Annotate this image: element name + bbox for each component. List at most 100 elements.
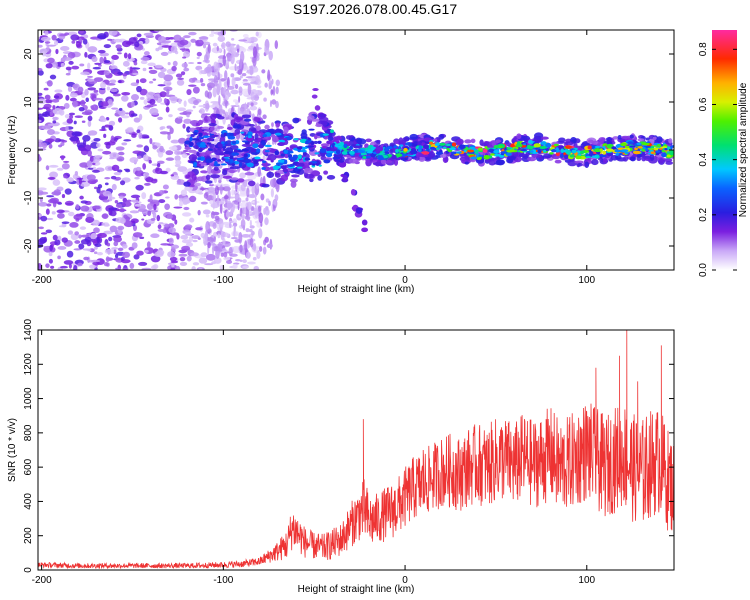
spectrogram-noise-blob — [107, 98, 113, 105]
spectrogram-noise-blob — [225, 41, 231, 48]
spectrogram-noise-blob — [57, 212, 65, 219]
spectrogram-noise-blob — [92, 66, 102, 70]
spectrogram-noise-blob — [93, 186, 98, 190]
spectrogram-noise-blob — [64, 200, 74, 206]
spectrogram-noise-blob — [206, 186, 216, 193]
spectrogram-noise-blob — [184, 232, 193, 236]
spectrogram-noise-blob — [61, 237, 68, 243]
spectrogram-ridge-halo — [191, 121, 197, 127]
spectrogram-ridge-core — [523, 143, 527, 146]
spectrogram-noise-blob — [143, 154, 149, 161]
spectrogram-ridge-core — [308, 128, 315, 131]
spectrogram-ridge-halo — [645, 137, 650, 141]
spectrogram-ridge-halo — [200, 170, 208, 174]
spectrogram-streak — [245, 228, 250, 233]
spectrogram-noise-blob — [253, 265, 259, 270]
spectrogram-noise-blob — [71, 65, 80, 70]
spectrogram-ridge-halo — [197, 176, 204, 182]
spectrogram-noise-blob — [248, 229, 253, 233]
spectrogram-ridge-core — [310, 140, 315, 146]
spectrogram-noise-blob — [113, 236, 122, 243]
spectrogram-noise-blob — [182, 149, 190, 153]
spectrogram-ridge-halo — [236, 178, 245, 183]
spectrogram-ridge-core — [585, 156, 592, 159]
spectrogram-noise-blob — [117, 151, 125, 156]
spectrogram-noise-blob — [45, 63, 53, 69]
spectrogram-noise-blob — [189, 195, 197, 203]
spectrogram-streak — [256, 251, 261, 259]
spectrogram-noise-blob — [131, 242, 138, 249]
spectrogram-noise-blob — [109, 152, 120, 159]
spectrogram-noise-blob — [83, 256, 90, 261]
spectrogram-noise-blob — [169, 127, 174, 134]
spectrogram-noise-blob — [168, 114, 173, 118]
page-title: S197.2026.078.00.45.G17 — [292, 1, 458, 17]
spectrogram-noise-blob — [167, 133, 171, 141]
spectrogram-noise-blob — [94, 243, 102, 248]
spectrogram-ridge-core — [264, 149, 270, 153]
spectrogram-ridge-core — [493, 144, 500, 149]
spectrogram-noise-blob — [231, 37, 235, 41]
spectrogram-streak — [246, 201, 252, 211]
spectrogram-ridge-core — [220, 163, 227, 166]
spectrogram-noise-blob — [182, 201, 188, 205]
snr-y-label: SNR (10 * v/v) — [7, 418, 18, 482]
spectrogram-noise-blob — [98, 117, 107, 123]
spectrogram-streak — [220, 197, 225, 205]
spectrogram-noise-blob — [152, 78, 157, 81]
spectrogram-ridge-core — [421, 151, 430, 155]
spectrogram-ridge-halo — [564, 141, 574, 146]
spectrogram-noise-blob — [121, 92, 131, 96]
spectrogram-noise-blob — [147, 210, 152, 217]
spectrogram-ridge-core — [261, 141, 267, 146]
spectrogram-noise-blob — [44, 99, 53, 104]
spectrogram-noise-blob — [183, 35, 191, 39]
spectrogram-ridge-core — [266, 157, 272, 161]
spectrogram-noise-blob — [105, 142, 111, 149]
spectrogram-noise-blob — [113, 38, 122, 43]
spectrogram-noise-blob — [242, 33, 249, 38]
spectrogram-noise-blob — [146, 241, 151, 249]
spectrogram-noise-blob — [73, 214, 83, 221]
spectrogram-noise-blob — [239, 172, 246, 179]
colorbar-tick-label: 0.2 — [698, 207, 709, 221]
spectrogram-noise-blob — [126, 199, 132, 202]
spectrogram-noise-blob — [133, 254, 140, 260]
spectrogram-ridge-halo — [264, 124, 270, 130]
spectrogram-noise-blob — [147, 92, 156, 96]
spectrogram-noise-blob — [182, 170, 188, 175]
spectrogram-noise-blob — [202, 44, 207, 49]
spectrogram-noise-blob — [120, 217, 126, 224]
spectrogram-streak — [238, 86, 243, 94]
spectrogram-streak — [265, 47, 270, 55]
spectrogram-streak — [262, 246, 267, 255]
spectrogram-noise-blob — [97, 184, 103, 189]
spectrogram-noise-blob — [57, 255, 61, 260]
spectrogram-ridge-core — [240, 131, 245, 134]
spectrogram-ridge-core — [277, 159, 286, 163]
spectrogram-streak — [246, 187, 250, 198]
spectrogram-noise-blob — [80, 71, 90, 76]
spectrogram-noise-blob — [221, 110, 225, 114]
spectrogram-ridge-core — [563, 154, 569, 160]
spectrogram-noise-blob — [190, 252, 199, 257]
spectrogram-noise-blob — [117, 52, 122, 55]
spectrogram-ridge-core — [545, 143, 552, 148]
spectrogram-streak — [203, 192, 208, 199]
spectrogram-noise-blob — [149, 80, 154, 84]
spectrogram-noise-blob — [116, 156, 125, 162]
spectrogram-ridge-core — [509, 149, 515, 153]
spectrogram-ridge-core — [537, 148, 542, 154]
spectrogram-noise-blob — [117, 225, 125, 231]
spectrogram-noise-blob — [160, 51, 169, 56]
spectrogram-streak — [263, 97, 267, 102]
spectrogram-noise-blob — [188, 84, 197, 87]
spectrogram-noise-blob — [123, 220, 134, 228]
spectrogram-ridge-core — [555, 147, 559, 151]
spectrogram-ridge-halo — [292, 117, 300, 124]
spectrogram-ridge-halo — [232, 124, 242, 129]
spectrogram-noise-blob — [115, 146, 125, 151]
spectrogram-noise-blob — [122, 267, 129, 270]
spectrogram-noise-blob — [210, 101, 220, 104]
colorbar-ticks: 0.0 0.2 0.4 0.6 0.8 — [698, 42, 737, 277]
